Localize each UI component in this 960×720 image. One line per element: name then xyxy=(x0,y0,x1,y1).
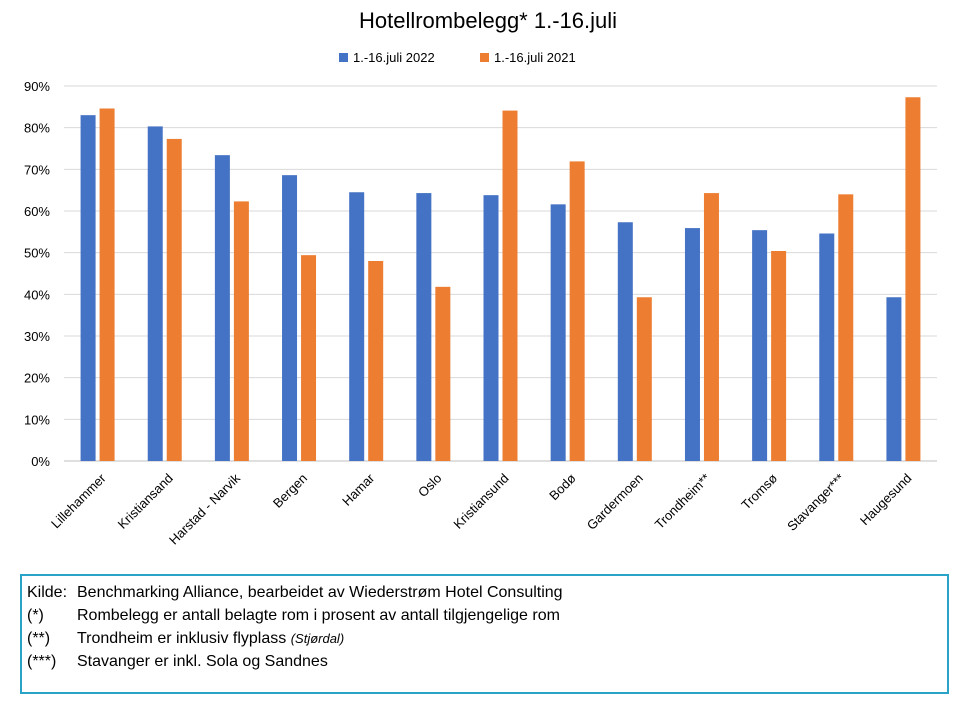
bar-2022 xyxy=(886,297,902,461)
y-tick-label: 90% xyxy=(24,79,50,94)
bar-2021 xyxy=(99,108,115,461)
note-text: Benchmarking Alliance, bearbeidet av Wie… xyxy=(77,584,563,601)
bar-2021 xyxy=(838,194,854,462)
note-row-source: Kilde: Benchmarking Alliance, bearbeidet… xyxy=(27,581,947,604)
x-tick-label: Stavanger*** xyxy=(784,471,847,534)
bar-2021 xyxy=(233,201,249,461)
y-tick-label: 50% xyxy=(24,246,50,261)
bar-2022 xyxy=(550,204,566,462)
bar-2021 xyxy=(771,251,787,461)
x-tick-label: Oslo xyxy=(415,471,445,501)
bar-2021 xyxy=(703,193,719,462)
legend-swatch-2022 xyxy=(339,53,348,62)
note-text-extra: (Stjørdal) xyxy=(290,631,345,646)
bar-2022 xyxy=(416,193,432,462)
legend-label-2021: 1.-16.juli 2021 xyxy=(494,50,576,65)
bar-2022 xyxy=(147,126,163,462)
bar-2022 xyxy=(617,222,633,461)
y-tick-label: 70% xyxy=(24,162,50,177)
x-tick-label: Bodø xyxy=(546,470,579,503)
bar-2021 xyxy=(301,255,317,461)
bar-2021 xyxy=(435,286,451,461)
x-tick-label: Bergen xyxy=(270,471,310,511)
y-tick-label: 40% xyxy=(24,287,50,302)
x-tick-label: Harstad - Narvik xyxy=(166,470,243,547)
note-row-stavanger: (***) Stavanger er inkl. Sola og Sandnes xyxy=(27,650,947,673)
note-text-container: Trondheim er inklusiv flyplass (Stjørdal… xyxy=(77,627,344,650)
y-tick-label: 10% xyxy=(24,412,50,427)
bar-2022 xyxy=(349,192,365,461)
x-tick-label: Trondheim** xyxy=(652,471,713,532)
legend-swatch-2021 xyxy=(480,53,489,62)
bar-2022 xyxy=(483,195,499,461)
note-marker: (*) xyxy=(27,607,44,624)
bar-2022 xyxy=(214,155,230,461)
y-tick-label: 30% xyxy=(24,329,50,344)
bar-2021 xyxy=(636,297,652,461)
legend: 1.-16.juli 2022 1.-16.juli 2021 xyxy=(339,50,576,65)
gridlines xyxy=(64,85,937,462)
bar-2022 xyxy=(684,228,700,461)
note-marker: (**) xyxy=(27,630,51,647)
bar-2021 xyxy=(368,261,384,461)
notes-box: Kilde: Benchmarking Alliance, bearbeidet… xyxy=(20,574,949,694)
y-tick-label: 60% xyxy=(24,204,50,219)
legend-label-2022: 1.-16.juli 2022 xyxy=(353,50,435,65)
y-axis: 0% 10% 20% 30% 40% 50% 60% 70% 80% 90% xyxy=(24,79,50,469)
bar-2022 xyxy=(80,115,96,462)
note-marker: (***) xyxy=(27,653,57,670)
bar-2022 xyxy=(819,233,835,461)
y-tick-label: 80% xyxy=(24,121,50,136)
x-tick-label: Gardermoen xyxy=(584,471,646,533)
bar-2021 xyxy=(905,97,921,461)
y-tick-label: 20% xyxy=(24,371,50,386)
note-text: Trondheim er inklusiv flyplass xyxy=(77,630,291,647)
x-tick-label: Haugesund xyxy=(857,471,915,529)
y-tick-label: 0% xyxy=(31,454,50,469)
note-text: Stavanger er inkl. Sola og Sandnes xyxy=(77,653,328,670)
bar-2021 xyxy=(502,110,518,461)
note-text: Rombelegg er antall belagte rom i prosen… xyxy=(77,607,560,624)
x-tick-label: Hamar xyxy=(339,470,378,509)
x-tick-label: Lillehammer xyxy=(48,470,109,531)
bar-2022 xyxy=(752,230,768,461)
note-row-definition: (*) Rombelegg er antall belagte rom i pr… xyxy=(27,604,947,627)
bars xyxy=(80,97,921,462)
bar-2021 xyxy=(166,138,182,461)
chart-title: Hotellrombelegg* 1.-16.juli xyxy=(359,8,617,33)
bar-chart: Hotellrombelegg* 1.-16.juli 1.-16.juli 2… xyxy=(24,8,937,548)
note-marker: Kilde: xyxy=(27,584,68,601)
x-tick-label: Tromsø xyxy=(738,470,780,512)
note-row-trondheim: (**) Trondheim er inklusiv flyplass (Stj… xyxy=(27,627,947,650)
bar-2021 xyxy=(569,161,585,461)
x-tick-label: Kristiansund xyxy=(450,471,511,532)
bar-2022 xyxy=(282,175,298,461)
x-tick-label: Kristiansand xyxy=(115,471,176,532)
